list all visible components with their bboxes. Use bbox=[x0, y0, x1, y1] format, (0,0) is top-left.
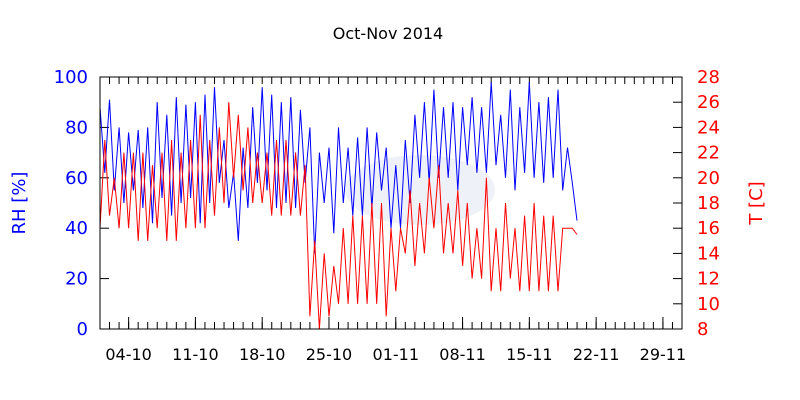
x-tick-label: 15-11 bbox=[506, 345, 553, 364]
x-tick-label: 22-11 bbox=[573, 345, 620, 364]
y-axis-label: RH [%] bbox=[9, 172, 30, 235]
x-tick-label: 01-11 bbox=[373, 345, 420, 364]
y-tick-label: 40 bbox=[65, 218, 88, 239]
y2-tick-label: 24 bbox=[697, 117, 720, 138]
y-tick-label: 20 bbox=[65, 269, 88, 290]
series-line-rh bbox=[99, 81, 578, 254]
y-tick-label: 0 bbox=[77, 319, 88, 340]
x-tick-label: 29-11 bbox=[640, 345, 687, 364]
y2-tick-label: 26 bbox=[697, 92, 720, 113]
watermark-logo bbox=[345, 155, 495, 225]
x-tick-label: 18-10 bbox=[239, 345, 286, 364]
y2-tick-label: 28 bbox=[697, 67, 720, 88]
plot-frame bbox=[99, 76, 683, 330]
y2-tick-label: 12 bbox=[697, 269, 720, 290]
y2-tick-label: 22 bbox=[697, 143, 720, 164]
y-tick-label: 80 bbox=[65, 117, 88, 138]
y2-tick-label: 10 bbox=[697, 294, 720, 315]
y-tick-label: 60 bbox=[65, 168, 88, 189]
y2-tick-label: 14 bbox=[697, 243, 720, 264]
y2-tick-label: 8 bbox=[697, 319, 708, 340]
x-tick-label: 04-10 bbox=[105, 345, 152, 364]
y2-tick-label: 20 bbox=[697, 168, 720, 189]
y-tick-label: 100 bbox=[54, 67, 88, 88]
x-tick-label: 11-10 bbox=[172, 345, 219, 364]
y2-tick-label: 18 bbox=[697, 193, 720, 214]
chart-title: Oct-Nov 2014 bbox=[333, 24, 443, 43]
x-tick-label: 25-10 bbox=[306, 345, 353, 364]
x-tick-label: 08-11 bbox=[439, 345, 486, 364]
y2-axis-label: T [C] bbox=[746, 181, 767, 225]
y2-tick-label: 16 bbox=[697, 218, 720, 239]
series-line-t bbox=[99, 102, 578, 330]
